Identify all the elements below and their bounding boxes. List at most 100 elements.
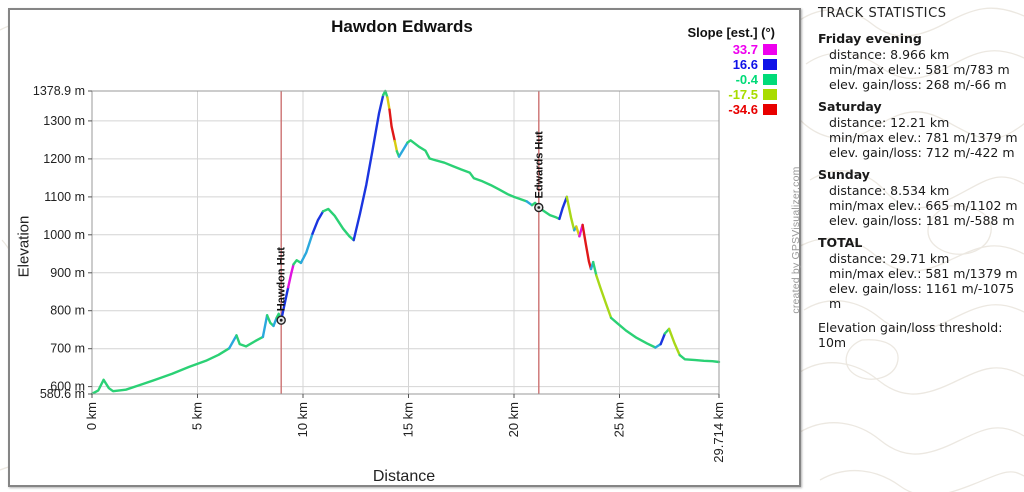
x-tick-label: 25 km: [612, 402, 627, 437]
track-segment: [393, 139, 399, 153]
legend-swatch: [763, 104, 777, 115]
stats-line: distance: 29.71 km: [829, 251, 950, 266]
y-axis-title: Elevation: [15, 215, 33, 278]
track-segment: [352, 93, 385, 242]
track-segment: [235, 334, 265, 348]
track-segment: [558, 195, 568, 221]
track-segment: [386, 96, 391, 111]
legend-value: -34.6: [728, 102, 758, 117]
track-segment: [609, 316, 657, 349]
legend-value: -17.5: [728, 87, 758, 102]
stats-line: elev. gain/loss: 181 m/-588 m: [829, 213, 1015, 228]
legend-row: 16.6: [687, 57, 777, 72]
stats-section: Saturday distance: 12.21 km min/max elev.:…: [818, 99, 1020, 160]
stats-line: distance: 12.21 km: [829, 115, 950, 130]
stats-section-heading: Sunday: [818, 167, 870, 182]
x-tick-label: 5 km: [190, 402, 205, 430]
topo-contour-line: [845, 339, 899, 380]
stats-line: min/max elev.: 665 m/1102 m: [829, 198, 1018, 213]
legend-value: 16.6: [732, 57, 758, 72]
waypoint-marker-dot: [537, 206, 541, 209]
track-segment: [592, 260, 598, 277]
legend-row: -34.6: [687, 102, 777, 117]
legend-swatch: [763, 59, 777, 70]
track-statistics-panel: TRACK STATISTICS Friday evening distance:…: [818, 6, 1020, 350]
track-segment: [292, 259, 303, 266]
track-segment: [667, 327, 681, 357]
track-segment: [595, 274, 613, 320]
stats-title: TRACK STATISTICS: [818, 6, 947, 21]
track-segment: [287, 263, 295, 289]
chart-panel: 1378.9 m 1300 m 1200 m 1100 m 1000 m 900 m 800…: [8, 8, 802, 487]
stats-line: min/max elev.: 581 m/1379 m: [829, 266, 1018, 281]
track-segment: [659, 332, 667, 346]
track-segment: [530, 201, 561, 221]
topo-contour-line: [819, 469, 1024, 492]
waypoint-label: Edwards Hut: [533, 131, 545, 199]
y-tick-label: 1100 m: [44, 190, 85, 204]
stats-section-heading: Saturday: [818, 99, 882, 114]
track-segment: [228, 334, 238, 350]
track-segment: [299, 232, 314, 265]
slope-legend: Slope [est.] (°) 33.7 16.6 -0.4 -17.5 -34.6: [687, 25, 777, 117]
track-segment: [321, 207, 355, 242]
legend-row: -0.4: [687, 72, 777, 87]
topo-contour-line: [799, 362, 1024, 395]
legend-value: 33.7: [732, 42, 758, 57]
x-tick-label: 15 km: [401, 402, 416, 437]
stats-section-heading: TOTAL: [818, 235, 863, 250]
waypoint-marker-dot: [279, 318, 283, 322]
chart-title: Hawdon Edwards: [331, 17, 473, 36]
y-tick-label: 1200 m: [43, 152, 85, 166]
legend-title: Slope [est.] (°): [687, 25, 775, 40]
gpsvisualizer-credit: created by GPSVisualizer.com: [790, 166, 802, 314]
track-segment: [565, 195, 576, 232]
x-tick-label: 10 km: [295, 402, 310, 437]
topo-contour-line: [803, 300, 1024, 332]
stats-line: elev. gain/loss: 712 m/-422 m: [829, 145, 1015, 160]
track-segment: [581, 223, 593, 271]
y-tick-label: 1000 m: [43, 228, 85, 242]
topo-contour-line: [805, 50, 1024, 80]
topo-contour-line: [799, 237, 1024, 272]
legend-swatch: [763, 74, 777, 85]
track-segment: [388, 108, 396, 143]
stats-section: Sunday distance: 8.534 km min/max elev.: 6…: [818, 167, 1020, 228]
y-tick-label: 800 m: [50, 304, 85, 318]
stats-footer: Elevation gain/loss threshold: 10m: [818, 320, 1003, 350]
stats-section-heading: Friday evening: [818, 31, 922, 46]
legend-rows: 33.7 16.6 -0.4 -17.5 -34.6: [687, 42, 777, 117]
topo-contour-line: [799, 422, 1024, 455]
track-segment: [678, 353, 721, 364]
waypoint-label: Hawdon Hut: [276, 247, 288, 311]
legend-row: -17.5: [687, 87, 777, 102]
stats-line: distance: 8.534 km: [829, 183, 950, 198]
track-segment: [265, 314, 275, 328]
x-tick-label: 0 km: [84, 402, 99, 430]
x-axis-title: Distance: [372, 468, 436, 485]
x-tick-label: 29.714 km: [711, 402, 726, 463]
legend-swatch: [763, 44, 777, 55]
stats-line: elev. gain/loss: 1161 m/-1075 m: [829, 281, 1015, 311]
stats-sections: Friday evening distance: 8.966 km min/max …: [818, 31, 1020, 311]
y-tick-label: 1300 m: [43, 114, 85, 128]
y-tick-label: 580.6 m: [40, 387, 85, 401]
plot-frame: [91, 90, 720, 395]
track-segment: [311, 210, 325, 235]
stats-section: TOTAL distance: 29.71 km min/max elev.: 58…: [818, 235, 1020, 311]
track-segment: [90, 347, 231, 395]
topo-contour-line: [799, 111, 1024, 140]
y-tick-label: 700 m: [50, 342, 85, 356]
y-tick-label: 600 m: [50, 380, 85, 394]
stats-line: min/max elev.: 581 m/783 m: [829, 62, 1010, 77]
elevation-profile-plot: 1378.9 m 1300 m 1200 m 1100 m 1000 m 900 m 800…: [33, 84, 726, 463]
y-tick-label: 900 m: [50, 266, 85, 280]
track-segment: [272, 316, 278, 328]
topo-contour-line: [799, 7, 1024, 37]
track-segment: [406, 139, 528, 203]
topo-contour-line: [809, 170, 1024, 209]
x-tick-label: 20 km: [506, 402, 521, 437]
track-segment: [397, 141, 409, 158]
y-tick-label: 1378.9 m: [33, 84, 85, 98]
stats-section: Friday evening distance: 8.966 km min/max …: [818, 31, 1020, 92]
